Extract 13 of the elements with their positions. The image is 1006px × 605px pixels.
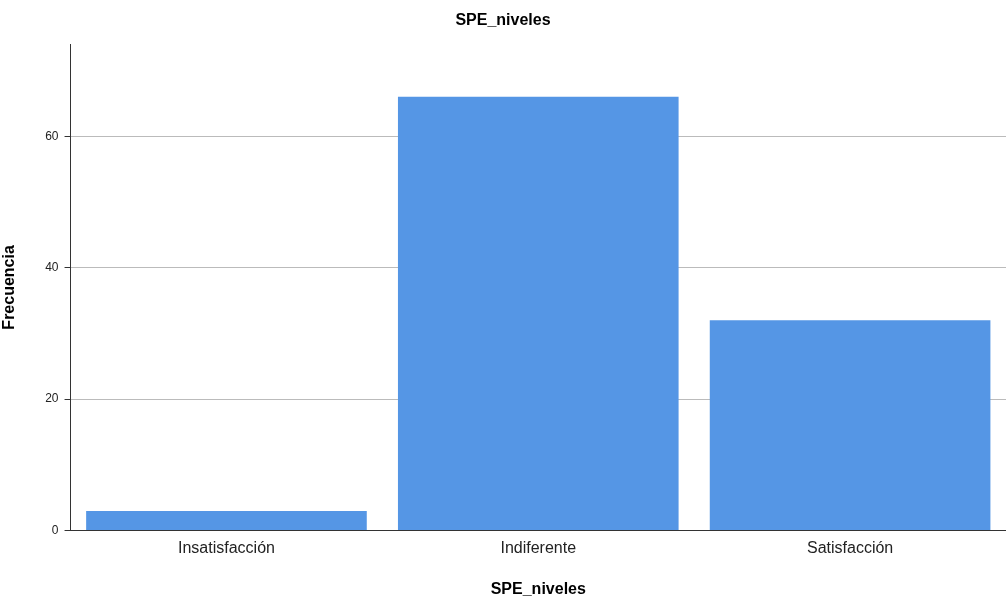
y-tick-label: 40: [45, 259, 59, 274]
y-tick-label: 20: [45, 391, 59, 406]
y-tick-label: 60: [45, 128, 59, 143]
bar: [397, 96, 679, 531]
x-tick-label: Insatisfacción: [177, 538, 275, 556]
bar: [86, 510, 367, 531]
x-tick-label: Indiferente: [500, 538, 577, 556]
x-tick-label: Satisfacción: [806, 538, 894, 556]
chart-title: SPE_niveles: [455, 11, 551, 29]
y-tick-label: 0: [51, 522, 59, 537]
y-axis-title: Frecuencia: [0, 245, 18, 330]
x-axis-title: SPE_niveles: [490, 579, 586, 597]
bar: [709, 320, 991, 531]
